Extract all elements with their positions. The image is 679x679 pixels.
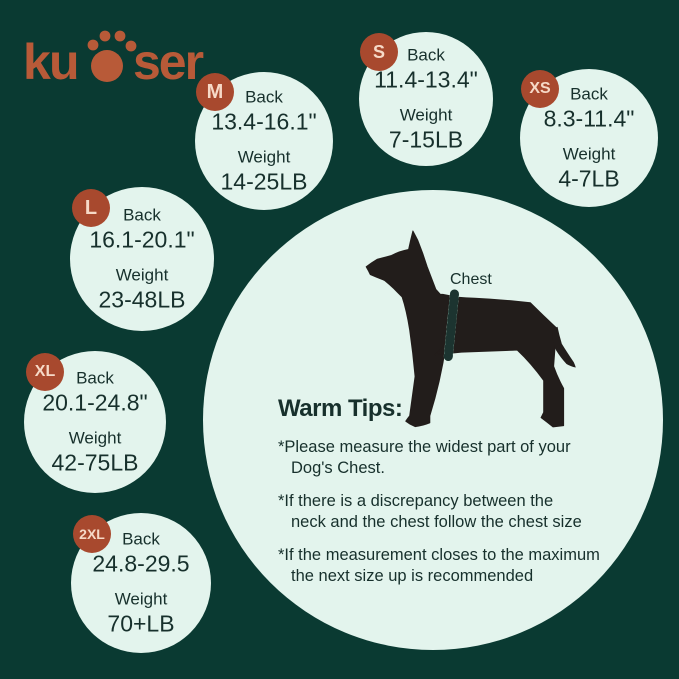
svg-text:ser: ser (133, 34, 204, 90)
svg-text:k: k (23, 34, 51, 90)
svg-text:u: u (49, 34, 78, 90)
